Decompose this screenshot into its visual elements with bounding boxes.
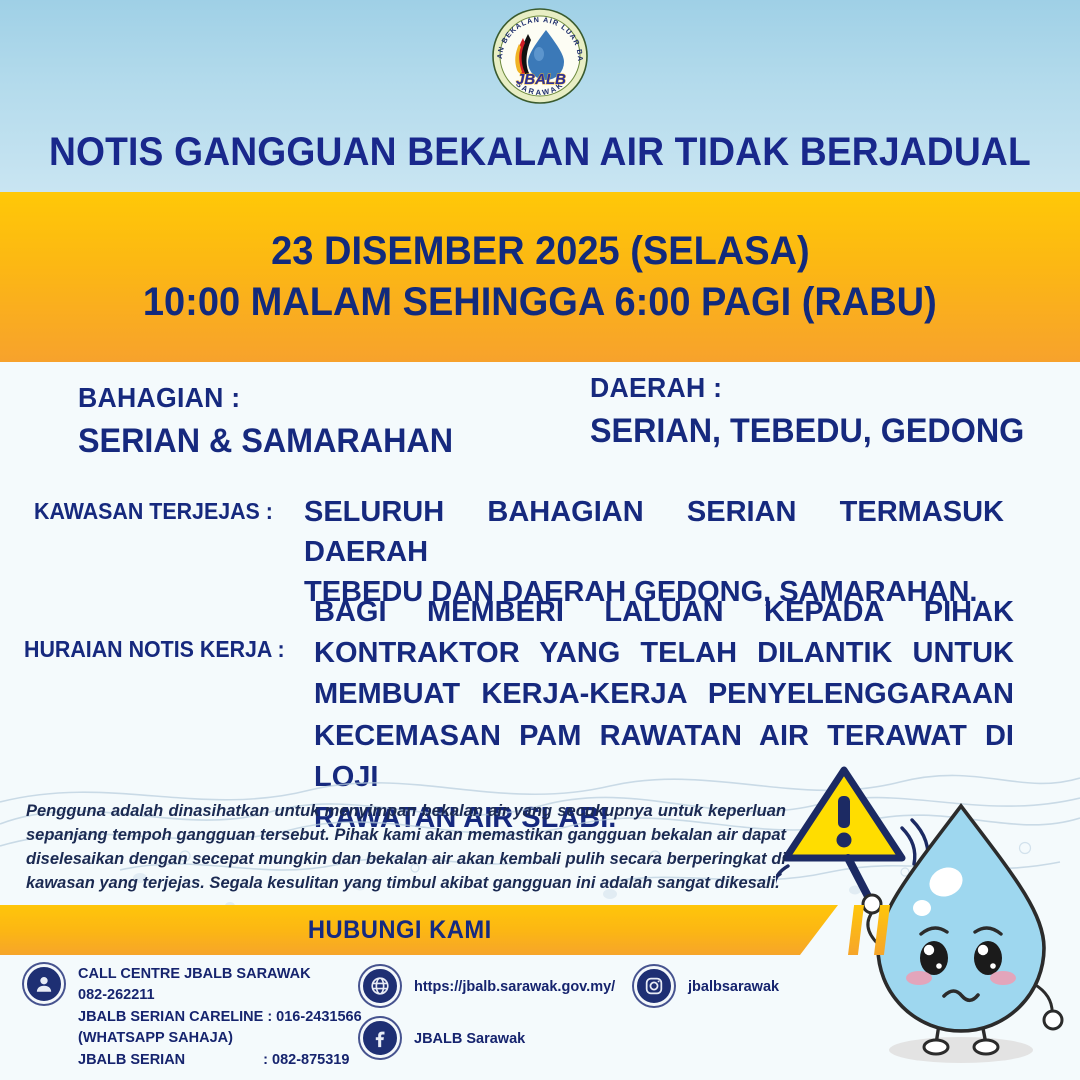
contact-call-centre: CALL CENTRE JBALB SARAWAK 082-262211 JBA… xyxy=(24,964,362,1071)
contact-instagram[interactable]: jbalbsarawak xyxy=(634,966,779,1006)
work-description-line: KONTRAKTOR YANG TELAH DILANTIK UNTUK xyxy=(314,637,1014,670)
poster-title-bar: NOTIS GANGGUAN BEKALAN AIR TIDAK BERJADU… xyxy=(0,120,1080,184)
bahagian-block: BAHAGIAN : SERIAN & SAMARAHAN xyxy=(78,382,473,461)
contact-banner-bar: HUBUNGI KAMI xyxy=(0,905,838,955)
svg-text:JBALB: JBALB xyxy=(516,71,566,88)
work-description-line: BAGI MEMBERI LALUAN KEPADA PIHAK xyxy=(314,596,1014,628)
contact-banner-title: HUBUNGI KAMI xyxy=(308,915,492,944)
contact-website[interactable]: https://jbalb.sarawak.gov.my/ xyxy=(360,966,615,1006)
instagram-handle[interactable]: jbalbsarawak xyxy=(688,979,780,995)
careline-line: JBALB SERIAN CARELINE : 016-2431566 xyxy=(78,1008,362,1025)
facebook-handle[interactable]: JBALB Sarawak xyxy=(414,1031,526,1047)
jbalb-serian-phone: : 082-875319 xyxy=(263,1051,350,1068)
work-description-line: MEMBUAT KERJA-KERJA PENYELENGGARAAN xyxy=(314,678,1014,711)
jbalb-logo: JABATAN BEKALAN AIR LUAR BANDAR SARAWAK … xyxy=(485,0,592,108)
date-time-banner: 23 DISEMBER 2025 (SELASA) 10:00 MALAM SE… xyxy=(0,192,1080,362)
facebook-icon xyxy=(360,1018,400,1058)
disclaimer-text: Pengguna adalah dinasihatkan untuk menyi… xyxy=(26,802,786,892)
whatsapp-note: (WHATSAPP SAHAJA) xyxy=(78,1030,233,1047)
website-url[interactable]: https://jbalb.sarawak.gov.my/ xyxy=(414,979,616,995)
work-description-line: KECEMASAN PAM RAWATAN AIR TERAWAT DI LOJ… xyxy=(314,719,1014,793)
bahagian-value: SERIAN & SAMARAHAN xyxy=(78,422,454,460)
affected-area-label: KAWASAN TERJEJAS : xyxy=(34,498,273,524)
call-centre-phone: 082-262211 xyxy=(78,987,155,1004)
person-icon xyxy=(24,964,64,1004)
daerah-label: DAERAH : xyxy=(590,372,723,403)
banner-slash-accent xyxy=(874,905,890,955)
instagram-icon xyxy=(634,966,674,1006)
notice-time-range: 10:00 MALAM SEHINGGA 6:00 PAGI (RABU) xyxy=(143,280,937,324)
affected-area-line: SELURUH BAHAGIAN SERIAN TERMASUK DAERAH xyxy=(304,496,1004,569)
poster-header: JABATAN BEKALAN AIR LUAR BANDAR SARAWAK … xyxy=(0,0,1080,192)
bahagian-label: BAHAGIAN : xyxy=(78,382,241,413)
call-centre-name: CALL CENTRE JBALB SARAWAK xyxy=(78,966,311,982)
work-description-label: HURAIAN NOTIS KERJA : xyxy=(24,636,285,662)
notice-date: 23 DISEMBER 2025 (SELASA) xyxy=(270,229,810,273)
contact-facebook[interactable]: JBALB Sarawak xyxy=(360,1018,525,1058)
contact-banner: HUBUNGI KAMI xyxy=(0,905,1080,961)
banner-slash-accent xyxy=(848,905,864,955)
contact-details: CALL CENTRE JBALB SARAWAK 082-262211 JBA… xyxy=(0,962,1080,1080)
jbalb-serian-row: JBALB SERIAN : 082-875319 xyxy=(78,1050,362,1071)
daerah-block: DAERAH : SERIAN, TEBEDU, GEDONG xyxy=(590,372,1047,451)
call-centre-text: CALL CENTRE JBALB SARAWAK 082-262211 JBA… xyxy=(78,964,362,1071)
daerah-value: SERIAN, TEBEDU, GEDONG xyxy=(590,412,1025,450)
jbalb-serian-label: JBALB SERIAN xyxy=(78,1051,186,1068)
affected-area-line: TEBEDU DAN DAERAH GEDONG, SAMARAHAN. xyxy=(304,576,978,609)
globe-icon xyxy=(360,966,400,1006)
division-district-row: BAHAGIAN : SERIAN & SAMARAHAN DAERAH : S… xyxy=(0,372,1080,478)
affected-area-value: SELURUH BAHAGIAN SERIAN TERMASUK DAERAH … xyxy=(304,492,1004,612)
page-title: NOTIS GANGGUAN BEKALAN AIR TIDAK BERJADU… xyxy=(49,129,1031,174)
affected-area-section: KAWASAN TERJEJAS : SELURUH BAHAGIAN SERI… xyxy=(34,492,1054,612)
